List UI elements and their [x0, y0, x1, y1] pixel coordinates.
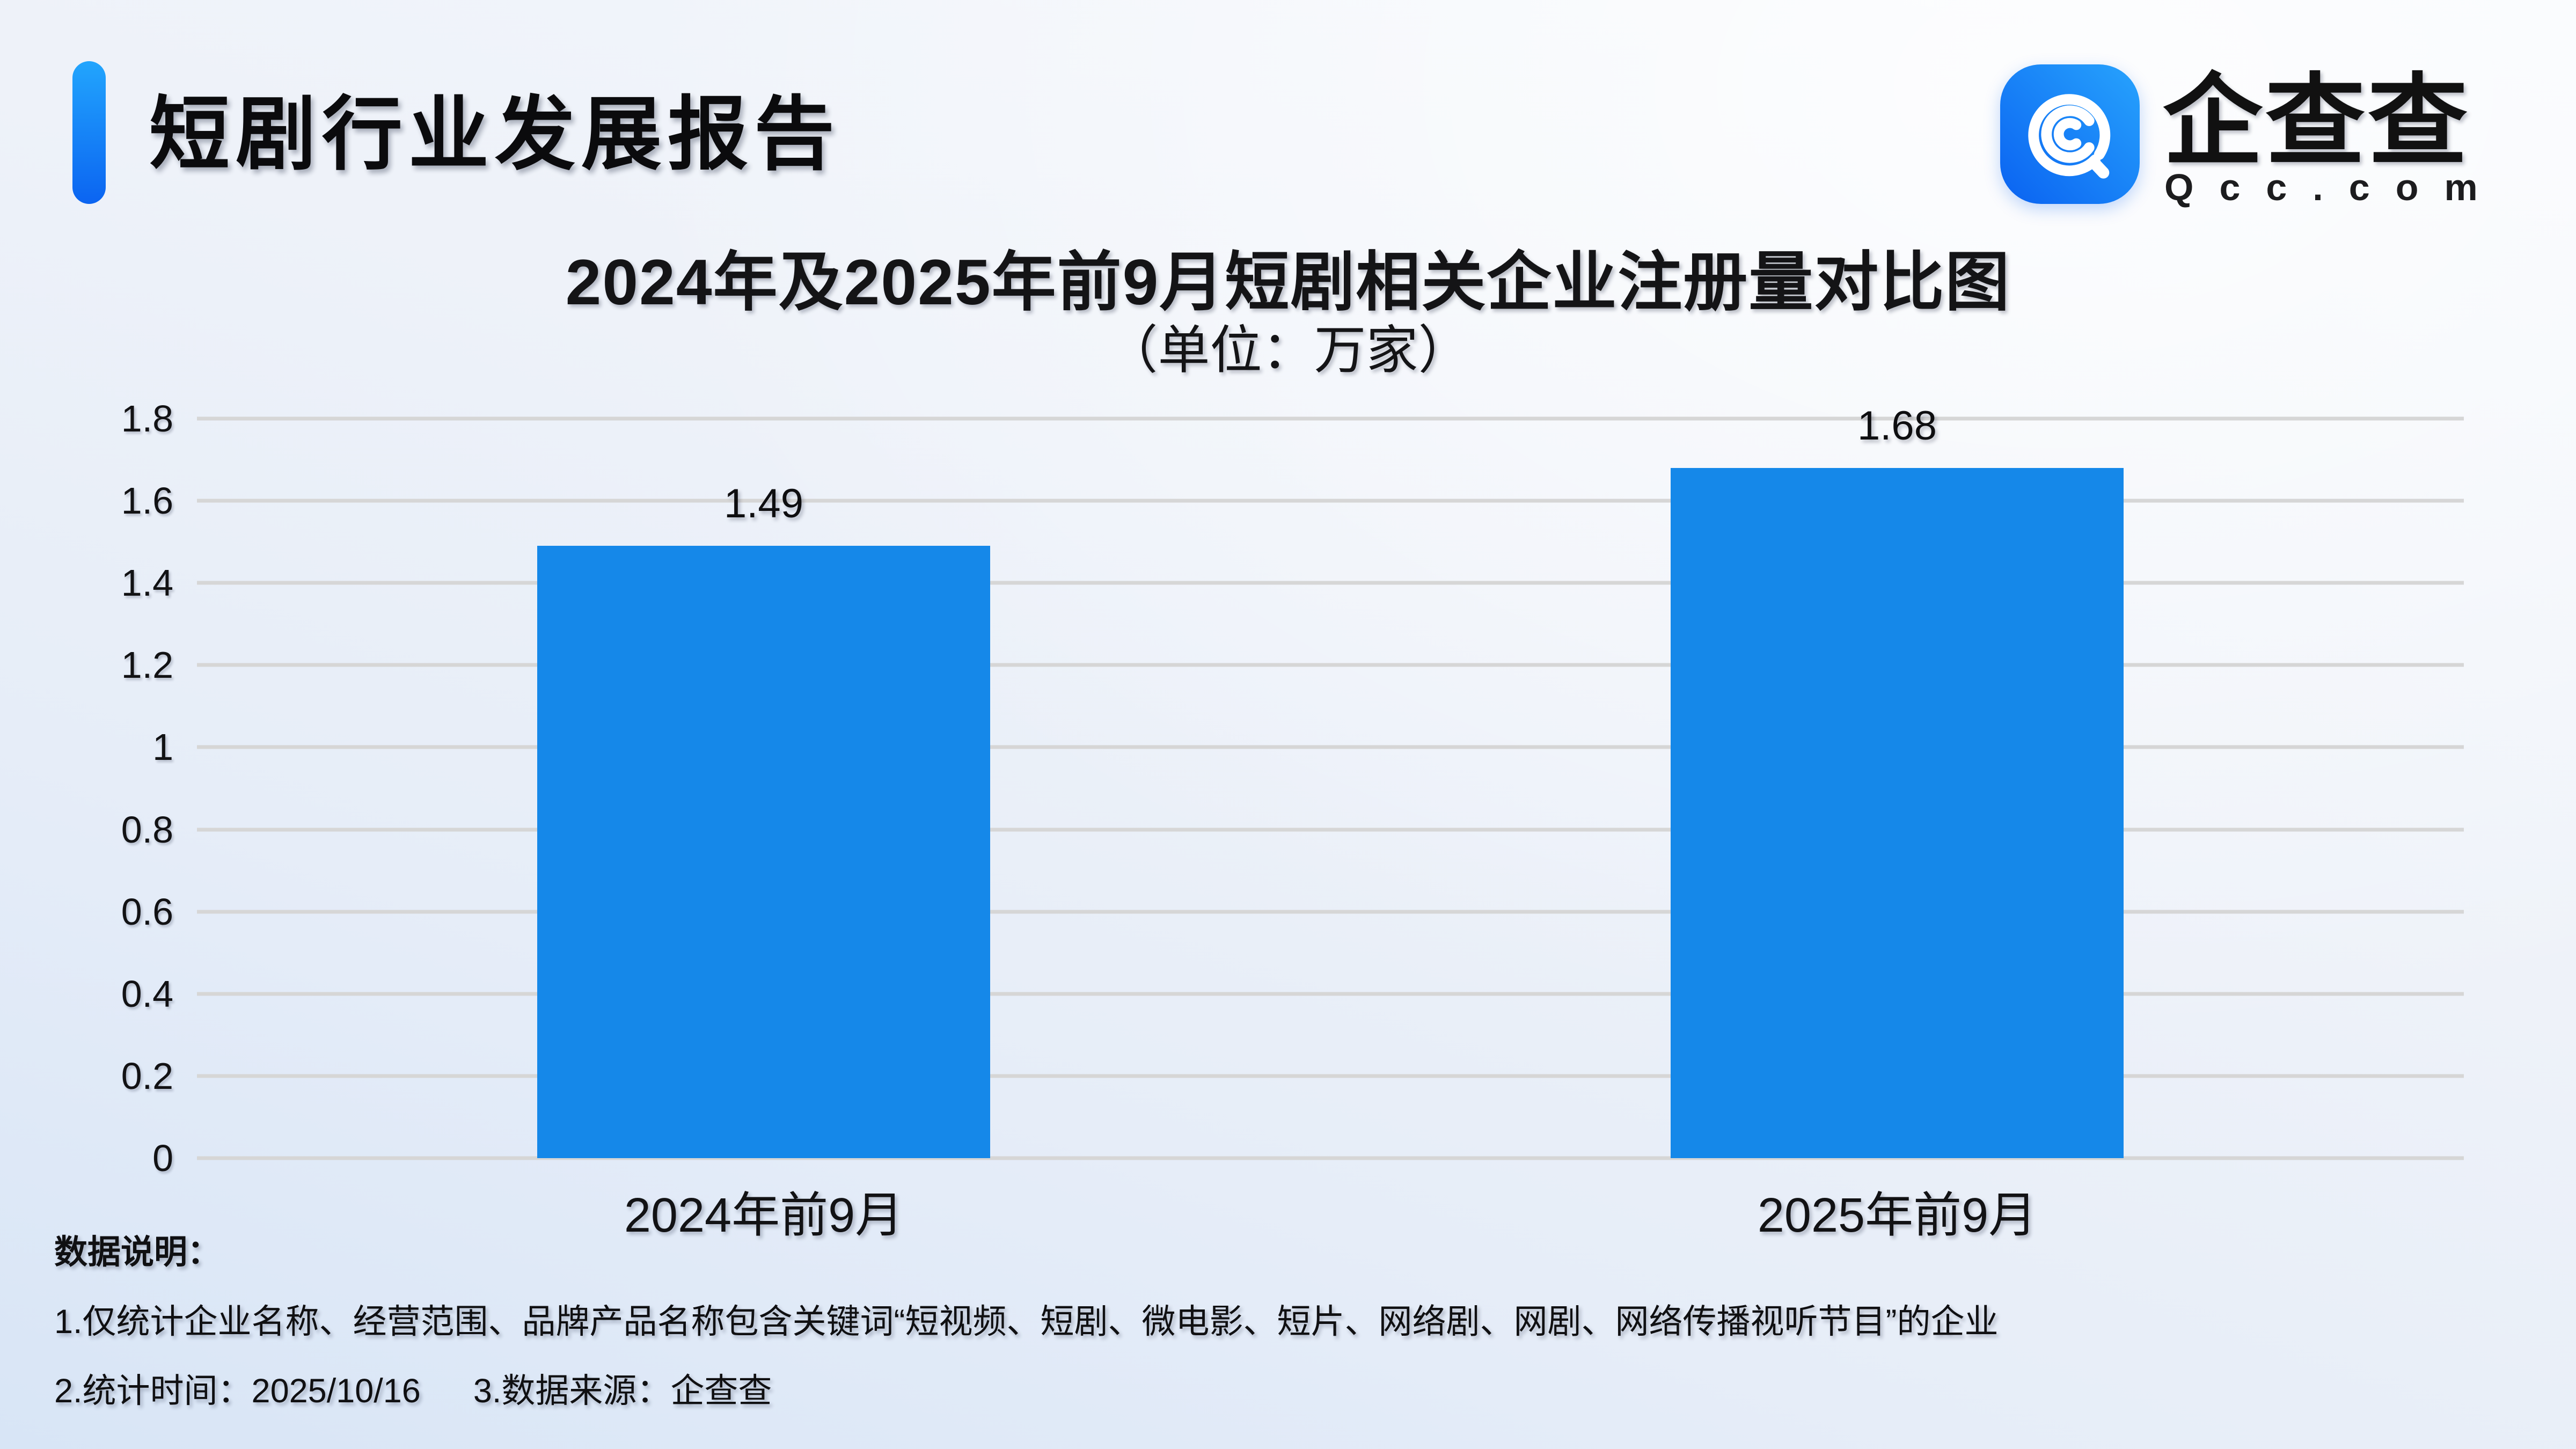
y-axis-tick-label: 1.6	[121, 480, 173, 522]
qcc-logo-icon	[2000, 64, 2140, 204]
y-axis-tick-label: 1.4	[121, 562, 173, 604]
qcc-brand-logo: 企查查 Qcc.com	[2000, 64, 2537, 225]
y-gridline	[197, 1074, 2464, 1078]
y-gridline	[197, 581, 2464, 585]
bar-chart-plot: 0 0.2 0.4 0.6 0.8 1 1.2 1.4 1.6 1.8 1.49 2024年前9月 1.…	[121, 400, 2464, 1240]
bar-value-label: 1.49	[724, 481, 803, 527]
chart-bar-2025年前9月	[1670, 467, 2124, 1158]
y-gridline	[197, 499, 2464, 503]
chart-title: 2024年及2025年前9月短剧相关企业注册量对比图	[565, 246, 2011, 318]
title-accent-bar	[72, 61, 106, 204]
y-gridline	[197, 1156, 2464, 1160]
y-gridline	[197, 828, 2464, 832]
chart-bar-2024年前9月	[537, 546, 991, 1158]
notes-data-source: 3.数据来源：企查查	[473, 1372, 772, 1410]
x-axis-category-label: 2024年前9月	[624, 1189, 904, 1242]
notes-line-2: 2.统计时间：2025/10/16 3.数据来源：企查查	[54, 1372, 772, 1410]
y-axis-tick-label: 1.2	[121, 644, 173, 686]
notes-line-1: 1.仅统计企业名称、经营范围、品牌产品名称包含关键词“短视频、短剧、微电影、短片…	[54, 1303, 1999, 1341]
brand-domain-text: Qcc.com	[2164, 166, 2504, 208]
notes-stat-time: 2.统计时间：2025/10/16	[54, 1372, 421, 1410]
chart-subtitle: （单位：万家）	[1106, 321, 1470, 379]
y-axis-tick-label: 0.6	[121, 890, 173, 933]
x-axis-category-label: 2025年前9月	[1757, 1189, 2037, 1242]
y-axis-tick-label: 0	[152, 1137, 173, 1179]
bar-value-label: 1.68	[1857, 402, 1937, 449]
y-axis-tick-label: 0.2	[121, 1055, 173, 1097]
y-gridline	[197, 416, 2464, 421]
y-axis-tick-label: 1.8	[121, 398, 173, 440]
y-gridline	[197, 910, 2464, 914]
y-axis-tick-label: 0.8	[121, 808, 173, 851]
y-axis-tick-label: 0.4	[121, 972, 173, 1015]
notes-heading: 数据说明：	[54, 1234, 221, 1271]
y-axis-tick-label: 1	[152, 726, 173, 769]
report-title: 短剧行业发展报告	[149, 89, 841, 179]
y-gridline	[197, 992, 2464, 996]
y-gridline	[197, 663, 2464, 667]
brand-name-cn: 企查查	[2163, 66, 2471, 177]
y-gridline	[197, 745, 2464, 749]
